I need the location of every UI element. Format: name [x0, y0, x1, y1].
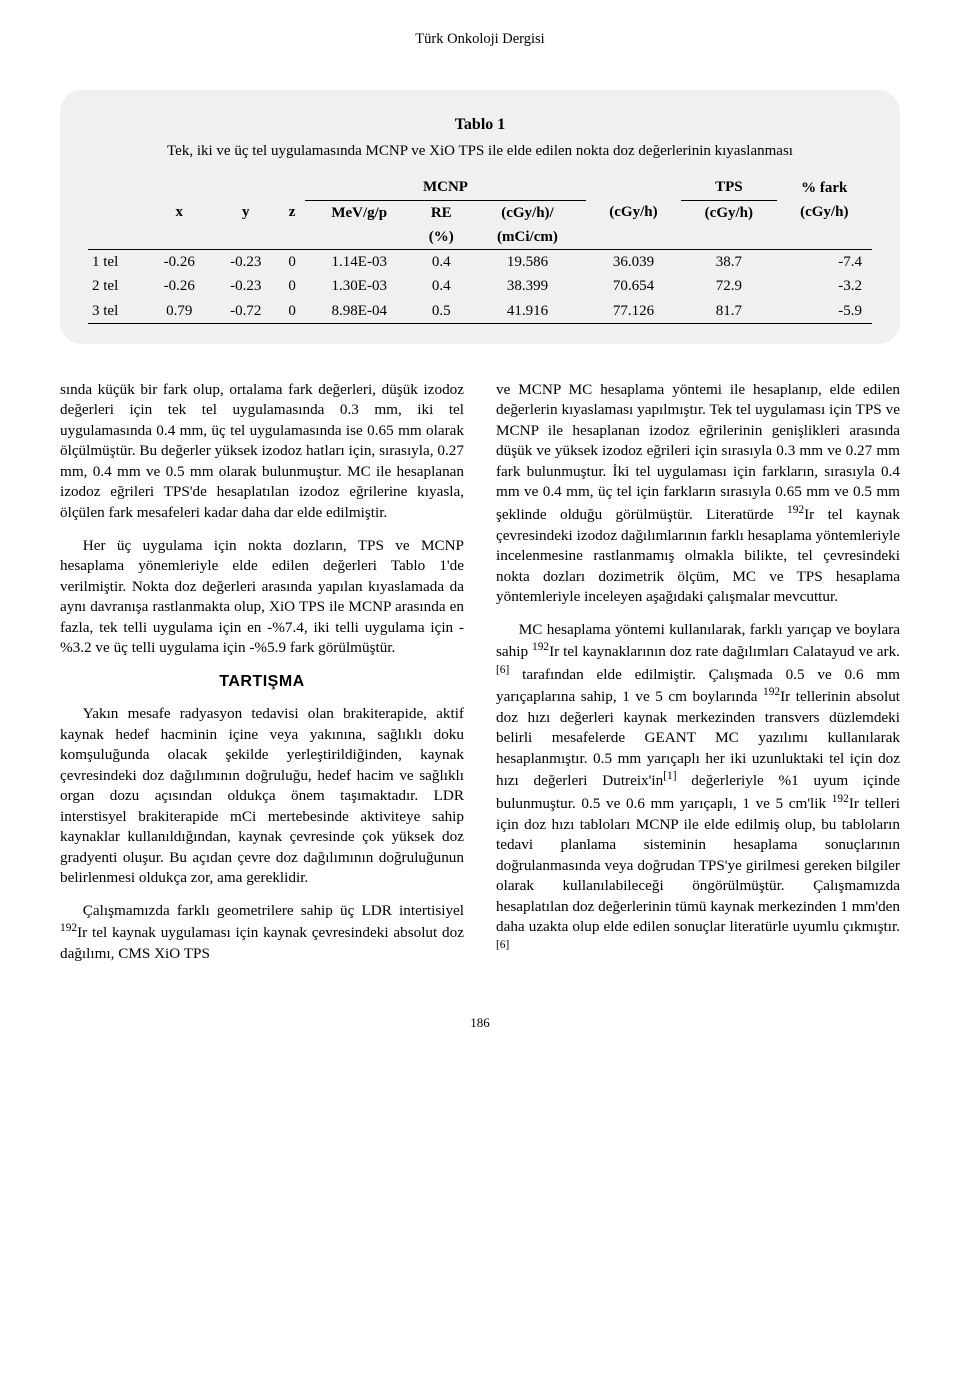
table-cell: -0.23 — [212, 274, 278, 298]
table-cell: -0.26 — [146, 250, 212, 275]
table-cell: -7.4 — [777, 250, 872, 275]
table-cell: 1 tel — [88, 250, 146, 275]
table-cell: 19.586 — [469, 250, 586, 275]
sup: 192 — [60, 922, 77, 934]
text: Ir tel kaynak uygulaması için kaynak çev… — [60, 924, 464, 962]
table-body: 1 tel-0.26-0.2301.14E-030.419.58636.0393… — [88, 250, 872, 324]
table-cell: 3 tel — [88, 299, 146, 324]
paragraph: sında küçük bir fark olup, ortalama fark… — [60, 380, 464, 524]
table-cell: -0.72 — [212, 299, 278, 324]
col-group-tps: TPS — [681, 175, 776, 200]
table-cell: 81.7 — [681, 299, 776, 324]
table-cell: -0.26 — [146, 274, 212, 298]
table-cell: 77.126 — [586, 299, 681, 324]
table-cell: 0.4 — [413, 250, 469, 275]
sup: 192 — [763, 686, 780, 698]
text: Ir telleri için doz hızı tabloları MCNP … — [496, 795, 900, 935]
table-cell: 1.14E-03 — [305, 250, 413, 275]
table-cell: 0.5 — [413, 299, 469, 324]
col-re-pct: (%) — [413, 225, 469, 250]
ref: [1] — [663, 770, 676, 782]
table-card: Tablo 1 Tek, iki ve üç tel uygulamasında… — [60, 90, 900, 344]
col-cgyh3: (cGy/h) — [777, 200, 872, 225]
paragraph: MC hesaplama yöntemi kullanılarak, farkl… — [496, 620, 900, 961]
ref: [6] — [496, 664, 509, 676]
table-cell: 72.9 — [681, 274, 776, 298]
table-cell: 38.7 — [681, 250, 776, 275]
table-cell: 0.79 — [146, 299, 212, 324]
col-cgyh2: (cGy/h) — [681, 200, 776, 225]
col-y: y — [212, 200, 278, 225]
ref: [6] — [496, 939, 509, 951]
table-cell: -3.2 — [777, 274, 872, 298]
col-group-fark: % fark — [777, 175, 872, 200]
col-z: z — [279, 200, 305, 225]
table-cell: -0.23 — [212, 250, 278, 275]
table-title: Tablo 1 — [88, 114, 872, 136]
table-subtitle: Tek, iki ve üç tel uygulamasında MCNP ve… — [88, 141, 872, 161]
journal-title: Türk Onkoloji Dergisi — [60, 30, 900, 50]
table-cell: 70.654 — [586, 274, 681, 298]
col-mcicm: (mCi/cm) — [469, 225, 586, 250]
sup: 192 — [787, 504, 804, 516]
table-cell: 38.399 — [469, 274, 586, 298]
section-heading: TARTIŞMA — [60, 671, 464, 693]
page-number: 186 — [60, 1014, 900, 1032]
paragraph: Yakın mesafe radyasyon tedavisi olan bra… — [60, 704, 464, 889]
data-table: MCNP TPS % fark x y z MeV/g/p RE (cGy/h)… — [88, 175, 872, 324]
text: Ir tel kaynaklarının doz rate dağılımlar… — [549, 643, 900, 660]
table-cell: 8.98E-04 — [305, 299, 413, 324]
text: ve MCNP MC hesaplama yöntemi ile hesapla… — [496, 381, 900, 523]
sup: 192 — [532, 641, 549, 653]
col-x: x — [146, 200, 212, 225]
body-text: sında küçük bir fark olup, ortalama fark… — [60, 380, 900, 974]
col-mev: MeV/g/p — [305, 200, 413, 225]
text: Çalışmamızda farklı geometrilere sahip ü… — [83, 902, 464, 919]
col-cgyh-mci: (cGy/h)/ — [469, 200, 586, 225]
table-row: 3 tel0.79-0.7208.98E-040.541.91677.12681… — [88, 299, 872, 324]
table-row: 2 tel-0.26-0.2301.30E-030.438.39970.6547… — [88, 274, 872, 298]
table-cell: 2 tel — [88, 274, 146, 298]
paragraph: Çalışmamızda farklı geometrilere sahip ü… — [60, 901, 464, 965]
table-cell: -5.9 — [777, 299, 872, 324]
table-cell: 41.916 — [469, 299, 586, 324]
table-cell: 0 — [279, 274, 305, 298]
col-group-mcnp: MCNP — [305, 175, 586, 200]
sup: 192 — [832, 793, 849, 805]
table-cell: 0 — [279, 299, 305, 324]
paragraph: ve MCNP MC hesaplama yöntemi ile hesapla… — [496, 380, 900, 608]
table-cell: 36.039 — [586, 250, 681, 275]
paragraph: Her üç uygulama için nokta dozların, TPS… — [60, 536, 464, 659]
table-cell: 0.4 — [413, 274, 469, 298]
col-re: RE — [413, 200, 469, 225]
col-cgyh1: (cGy/h) — [586, 200, 681, 225]
table-cell: 1.30E-03 — [305, 274, 413, 298]
table-row: 1 tel-0.26-0.2301.14E-030.419.58636.0393… — [88, 250, 872, 275]
table-cell: 0 — [279, 250, 305, 275]
